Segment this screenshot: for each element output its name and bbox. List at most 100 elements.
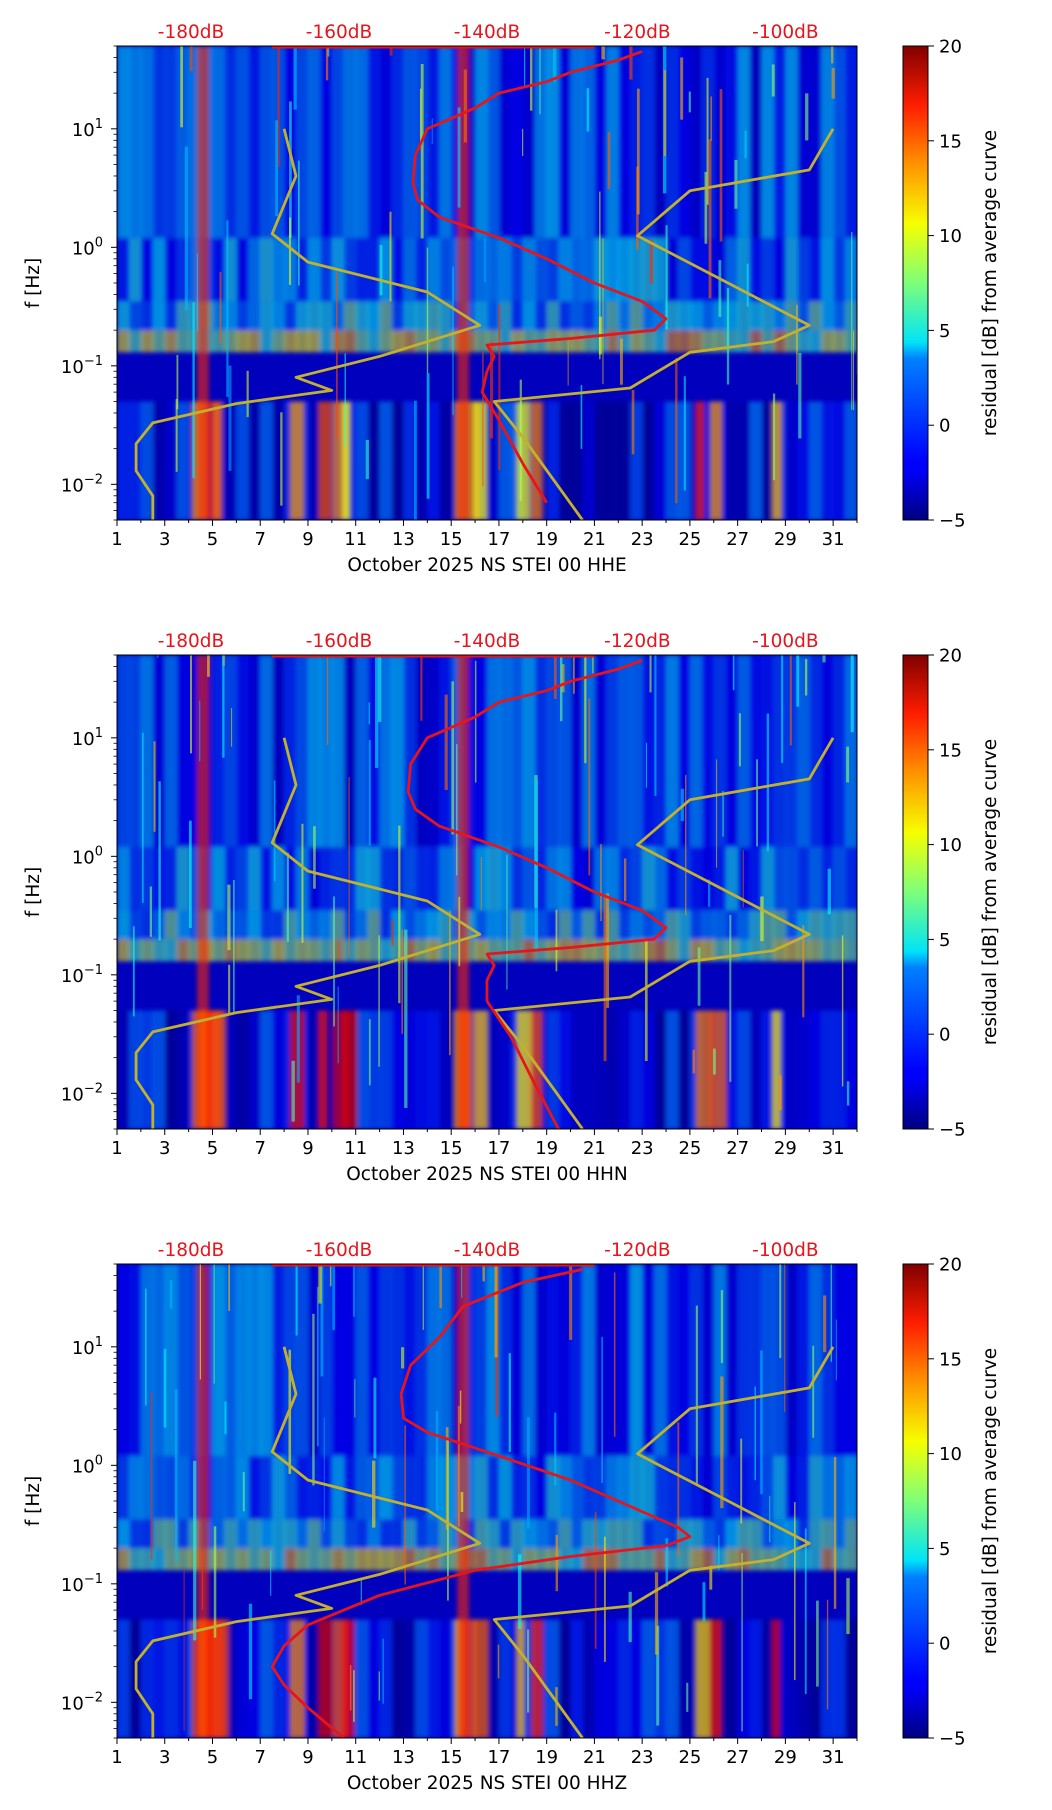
band-cell [570,1264,584,1456]
band-cell [475,655,488,847]
x-tick-label: 29 [774,1138,797,1159]
band-cell [367,401,381,520]
band-cell [439,846,453,911]
thin-streak [391,919,394,946]
band-cell [260,46,274,238]
band-cell [701,330,715,353]
band-cell [296,1264,309,1456]
thin-streak [270,1550,272,1596]
band-cell [845,1264,857,1456]
band-cell [272,330,286,353]
x-tick-label: 21 [583,529,606,550]
hot-streak [473,1010,488,1129]
y-tick-label: 10−2 [61,472,103,496]
band-cell [773,237,787,302]
thin-streak [606,893,610,1008]
band-cell [248,910,262,940]
band-cell [379,1519,393,1549]
thin-streak [613,1272,616,1437]
band-cell [128,1519,142,1549]
band-cell [666,301,679,331]
band-cell [284,1455,298,1520]
thin-streak [289,101,292,238]
thin-streak [323,1417,325,1532]
band-cell [307,401,321,520]
band-cell [558,46,572,238]
band-cell [498,301,512,331]
band-cell [761,1619,775,1738]
band-cell [821,1010,835,1129]
band-cell [128,846,142,911]
band-cell [439,1010,453,1129]
top-db-label: -180dB [158,22,224,43]
band-cell [546,401,560,520]
colorbar: 20 15 10 5 0 −5 residual [dB] from average cur… [902,1255,1001,1750]
band-cell [260,910,274,940]
band-cell [248,1548,262,1571]
band-cell [809,939,823,962]
thin-streak [654,655,657,796]
band-cell [582,1010,596,1129]
thin-streak [298,160,300,286]
band-cell [331,301,345,331]
band-cell [558,1455,572,1520]
band-cell [689,910,703,940]
band-cell [367,1619,381,1738]
hot-column [196,655,209,1129]
thin-streak [451,681,454,835]
band-cell [534,1548,548,1571]
band-cell [319,1519,333,1549]
band-cell [152,1619,166,1738]
band-cell [725,846,739,911]
band-cell [319,1548,333,1571]
band-cell [260,655,274,847]
x-tick-label: 17 [487,1138,510,1159]
band-cell [570,1548,584,1571]
band-cell [307,939,321,962]
thin-streak [273,780,276,882]
band-cell [558,1519,572,1549]
band-cell [152,1519,166,1549]
band-cell [475,330,488,353]
band-cell [117,1519,130,1549]
band-cell [546,46,560,238]
band-cell [546,910,560,940]
band-cell [272,910,286,940]
band-cell [809,1548,823,1571]
band-cell [487,910,500,940]
band-cell [677,1619,691,1738]
band-cell [224,910,238,940]
band-cell [630,1010,644,1129]
band-cell [725,1010,739,1129]
band-cell [260,1519,274,1549]
band-cell [570,330,584,353]
band-cell [236,301,250,331]
thin-streak [184,146,188,311]
band-cell [224,1455,238,1520]
band-cell [176,1519,190,1549]
band-cell [833,655,847,847]
thin-streak [555,1687,558,1726]
band-cell [284,939,298,962]
thin-streak [353,1264,355,1317]
thin-streak [665,1538,669,1587]
band-cell [546,237,560,302]
band-cell [677,301,691,331]
band-cell [761,846,775,911]
thin-streak [132,926,135,1017]
band-cell [689,846,703,911]
hot-streak [213,401,223,520]
thin-streak [280,412,283,506]
x-tick-label: 31 [822,529,845,550]
band-cell [391,1548,405,1571]
x-axis-label: October 2025 NS STEI 00 HHE [347,555,626,576]
band-cell [212,1264,226,1456]
thin-streak [288,217,292,285]
band-cell [809,655,823,847]
band-cell [272,1548,286,1571]
thin-streak [174,1389,178,1563]
band-cell [797,1619,811,1738]
thin-streak [812,1345,815,1438]
band-cell [319,46,333,238]
noise-model-low-line [134,128,482,520]
